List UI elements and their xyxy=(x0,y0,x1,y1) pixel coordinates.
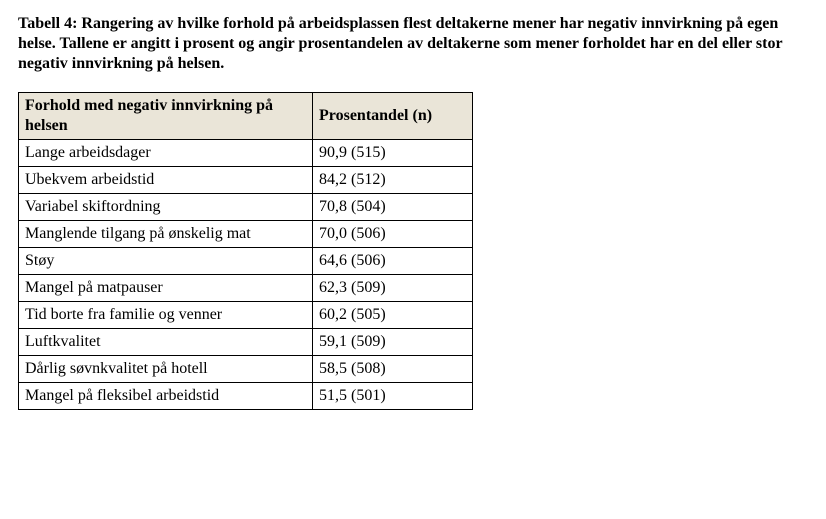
table-row: Mangel på matpauser 62,3 (509) xyxy=(19,275,473,302)
cell-factor: Støy xyxy=(19,248,313,275)
cell-factor: Variabel skiftordning xyxy=(19,194,313,221)
table-row: Manglende tilgang på ønskelig mat 70,0 (… xyxy=(19,221,473,248)
cell-value: 70,8 (504) xyxy=(313,194,473,221)
cell-value: 90,9 (515) xyxy=(313,140,473,167)
cell-value: 59,1 (509) xyxy=(313,329,473,356)
table-row: Støy 64,6 (506) xyxy=(19,248,473,275)
table-row: Mangel på fleksibel arbeidstid 51,5 (501… xyxy=(19,383,473,410)
table-row: Dårlig søvnkvalitet på hotell 58,5 (508) xyxy=(19,356,473,383)
table-row: Luftkvalitet 59,1 (509) xyxy=(19,329,473,356)
cell-value: 70,0 (506) xyxy=(313,221,473,248)
cell-value: 64,6 (506) xyxy=(313,248,473,275)
cell-value: 60,2 (505) xyxy=(313,302,473,329)
cell-factor: Manglende tilgang på ønskelig mat xyxy=(19,221,313,248)
cell-factor: Mangel på fleksibel arbeidstid xyxy=(19,383,313,410)
table-row: Tid borte fra familie og venner 60,2 (50… xyxy=(19,302,473,329)
cell-factor: Lange arbeidsdager xyxy=(19,140,313,167)
cell-value: 51,5 (501) xyxy=(313,383,473,410)
cell-factor: Ubekvem arbeidstid xyxy=(19,167,313,194)
cell-factor: Mangel på matpauser xyxy=(19,275,313,302)
data-table: Forhold med negativ innvirkning på helse… xyxy=(18,92,473,410)
cell-value: 84,2 (512) xyxy=(313,167,473,194)
table-row: Ubekvem arbeidstid 84,2 (512) xyxy=(19,167,473,194)
cell-factor: Tid borte fra familie og venner xyxy=(19,302,313,329)
table-header-row: Forhold med negativ innvirkning på helse… xyxy=(19,93,473,140)
col-header-value: Prosentandel (n) xyxy=(313,93,473,140)
table-caption: Tabell 4: Rangering av hvilke forhold på… xyxy=(18,14,808,74)
col-header-factor: Forhold med negativ innvirkning på helse… xyxy=(19,93,313,140)
cell-factor: Luftkvalitet xyxy=(19,329,313,356)
table-row: Lange arbeidsdager 90,9 (515) xyxy=(19,140,473,167)
cell-value: 58,5 (508) xyxy=(313,356,473,383)
cell-factor: Dårlig søvnkvalitet på hotell xyxy=(19,356,313,383)
table-row: Variabel skiftordning 70,8 (504) xyxy=(19,194,473,221)
cell-value: 62,3 (509) xyxy=(313,275,473,302)
